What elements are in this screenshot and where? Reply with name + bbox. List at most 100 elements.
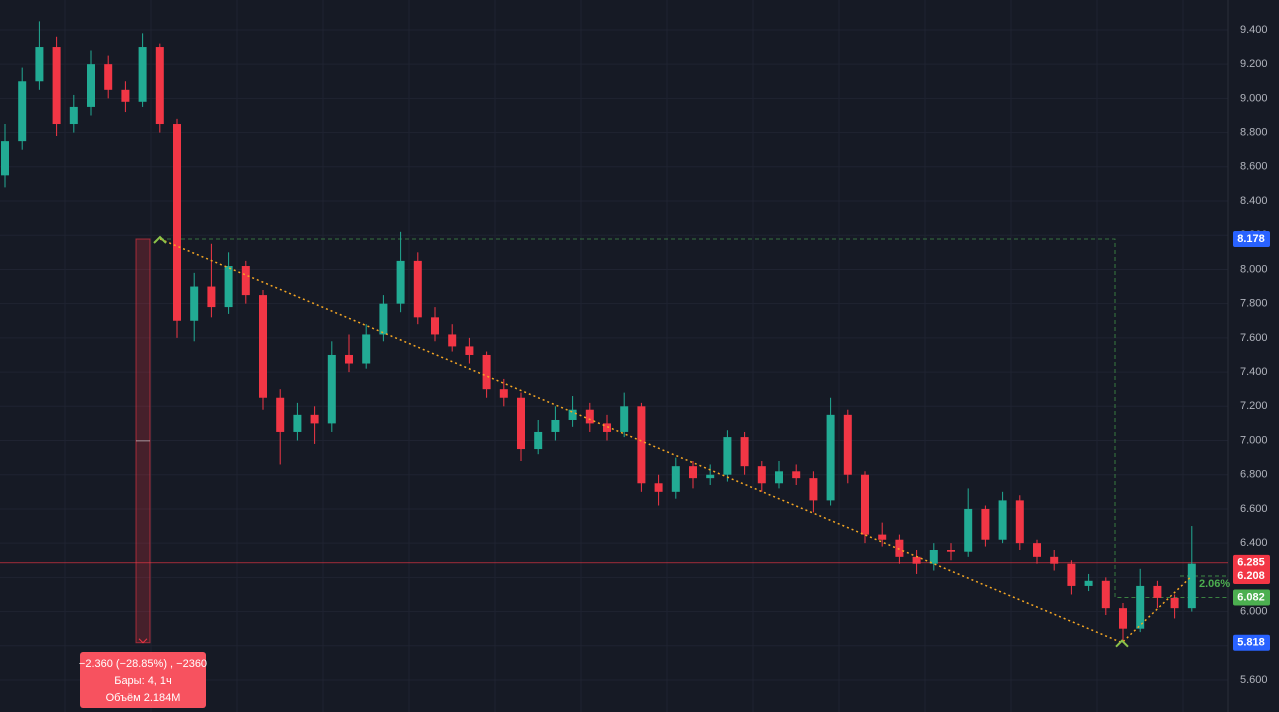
price-label-box — [1233, 589, 1270, 606]
candle-body — [345, 354, 353, 364]
candle-body — [517, 397, 525, 450]
candle-body — [740, 437, 749, 467]
pivot-marker — [1115, 639, 1129, 648]
candle-body — [843, 414, 852, 475]
price-label-box — [1233, 230, 1270, 247]
candle-body — [121, 89, 130, 102]
price-label-box — [1233, 567, 1270, 584]
candle-body — [792, 471, 801, 479]
measure-text: Бары: 4, 1ч — [114, 675, 172, 687]
candle-body — [895, 539, 904, 557]
candle-body — [757, 466, 766, 484]
candle-body — [998, 500, 1007, 540]
measure-box — [80, 652, 206, 708]
candle-body — [241, 266, 250, 296]
candle-body — [689, 466, 697, 479]
candle-body — [207, 286, 216, 308]
candle-body — [929, 549, 938, 564]
y-tick-label: 9.200 — [1240, 58, 1268, 70]
candle-body — [310, 414, 319, 424]
candle-body — [551, 419, 560, 432]
range-box — [160, 238, 1228, 598]
measure-arrow — [138, 638, 148, 644]
y-tick-label: 9.400 — [1240, 24, 1268, 36]
candle-body — [379, 303, 388, 335]
y-tick-label: 7.800 — [1240, 298, 1268, 310]
measure-text: −2.360 (−28.85%) , −2360 — [79, 658, 207, 670]
y-tick-label: 6.800 — [1240, 469, 1268, 481]
y-tick-label: 8.000 — [1240, 263, 1268, 275]
candle-body — [1136, 585, 1145, 629]
y-tick-label: 6.000 — [1240, 605, 1268, 617]
candle-body — [1033, 543, 1041, 557]
candle-body — [1187, 563, 1196, 609]
y-tick-label: 7.600 — [1240, 332, 1268, 344]
y-tick-label: 8.800 — [1240, 126, 1268, 138]
candle-body — [912, 556, 921, 564]
candle-body — [327, 354, 336, 424]
candle-body — [448, 334, 457, 347]
y-tick-label: 7.200 — [1240, 400, 1268, 412]
price-label: 8.178 — [1237, 233, 1265, 245]
candle-body — [1, 141, 9, 176]
candle-body — [706, 474, 715, 479]
candle-body — [1015, 500, 1024, 544]
candle-body — [809, 478, 818, 501]
candle-body — [620, 406, 629, 432]
candle-body — [87, 64, 95, 107]
candle-body — [52, 47, 61, 125]
candle-body — [276, 397, 285, 432]
candle-body — [482, 354, 491, 390]
price-label-box — [1233, 554, 1270, 571]
candle-body — [603, 423, 611, 432]
candle-body — [396, 260, 405, 304]
candle-body — [775, 471, 783, 484]
y-tick-label: 9.000 — [1240, 92, 1268, 104]
vertical-grid — [64, 0, 1184, 712]
measure-text: Объём 2.184M — [106, 692, 181, 704]
candle-body — [1119, 608, 1127, 629]
candle-body — [190, 286, 199, 321]
y-tick-label: 5.600 — [1240, 674, 1268, 686]
candle-body — [1050, 556, 1059, 564]
candle-body — [534, 431, 543, 450]
candle-body — [1170, 597, 1179, 609]
y-tick-label: 6.400 — [1240, 537, 1268, 549]
candle-body — [585, 409, 594, 424]
candle-body — [1084, 580, 1093, 586]
candle-body — [1067, 563, 1076, 586]
y-tick-label: 6.600 — [1240, 503, 1268, 515]
candle-body — [173, 124, 181, 321]
price-label-box — [1233, 634, 1270, 651]
candle-body — [413, 260, 422, 318]
percent-label: 2.06% — [1199, 578, 1230, 590]
candle-body — [69, 106, 78, 125]
candle-body — [465, 346, 474, 355]
candle-body — [826, 414, 835, 501]
y-tick-label: 7.000 — [1240, 434, 1268, 446]
candle-body — [138, 47, 147, 102]
candle-body — [981, 508, 990, 540]
candle-body — [878, 534, 887, 540]
candle-body — [104, 64, 113, 90]
candle-body — [35, 47, 44, 82]
candle-body — [964, 508, 973, 552]
pivot-marker — [153, 235, 167, 244]
price-label: 6.082 — [1237, 591, 1265, 603]
y-tick-label: 8.600 — [1240, 161, 1268, 173]
candle-body — [568, 409, 577, 420]
y-tick-label: 7.400 — [1240, 366, 1268, 378]
candle-body — [431, 317, 439, 335]
candle-body — [18, 81, 27, 142]
candle-body — [499, 389, 508, 398]
price-label: 6.208 — [1237, 570, 1265, 582]
y-tick-label: 8.400 — [1240, 195, 1268, 207]
candle-body — [155, 47, 164, 125]
price-label: 5.818 — [1237, 637, 1265, 649]
candle-body — [723, 437, 732, 475]
candle-body — [947, 549, 955, 552]
